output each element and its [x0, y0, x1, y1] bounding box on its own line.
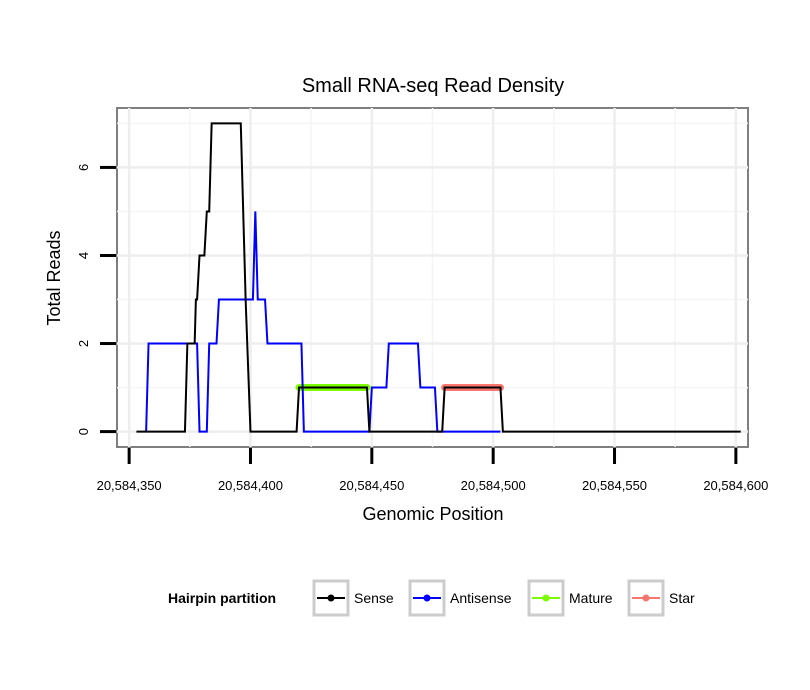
legend-label: Antisense: [450, 590, 512, 606]
legend-title: Hairpin partition: [168, 590, 276, 606]
y-axis-title: Total Reads: [44, 230, 64, 325]
legend-label: Mature: [569, 590, 613, 606]
x-tick-label: 20,584,500: [461, 478, 526, 493]
y-tick-label: 2: [76, 340, 91, 347]
chart-title: Small RNA-seq Read Density: [302, 75, 564, 97]
x-tick-label: 20,584,400: [218, 478, 283, 493]
legend-label: Star: [669, 590, 695, 606]
legend-item-mature: Mature: [527, 579, 613, 617]
series-antisense-line: [145, 211, 501, 433]
y-tick-label: 4: [76, 252, 91, 259]
legend-item-star: Star: [627, 579, 695, 617]
x-tick-label: 20,584,550: [582, 478, 647, 493]
x-tick-label: 20,584,600: [703, 478, 768, 493]
legend-key-point: [542, 594, 550, 602]
x-tick-label: 20,584,350: [97, 478, 162, 493]
legend: Hairpin partition Sense Antisense Mature St…: [168, 579, 695, 617]
x-axis-title: Genomic Position: [362, 504, 503, 524]
legend-key-point: [642, 594, 650, 602]
legend-item-sense: Sense: [312, 579, 394, 617]
x-tick-label: 20,584,450: [339, 478, 404, 493]
series-sense-line: [136, 122, 741, 433]
legend-key-point: [327, 594, 335, 602]
legend-label: Sense: [354, 590, 394, 606]
y-tick-label: 0: [76, 428, 91, 435]
y-axis: 0 2 4 6: [76, 164, 116, 435]
legend-key-point: [423, 594, 431, 602]
y-tick-label: 6: [76, 164, 91, 171]
series-layer: [136, 122, 741, 433]
x-axis: 20,584,350 20,584,400 20,584,450 20,584,500…: [97, 448, 768, 493]
legend-item-antisense: Antisense: [408, 579, 512, 617]
